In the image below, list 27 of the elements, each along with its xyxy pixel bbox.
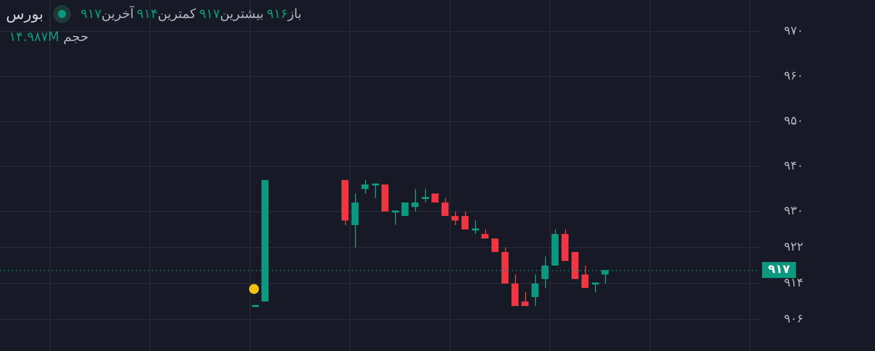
y-tick-label: ۹۴۰ bbox=[784, 158, 804, 173]
annotation: کمترین۹۱۴ bbox=[136, 6, 196, 22]
candlestick bbox=[412, 188, 418, 212]
y-tick-label: ۹۶۰ bbox=[784, 68, 804, 83]
candlestick bbox=[352, 193, 358, 248]
y-tick-label: ۹۰۶ bbox=[784, 312, 804, 326]
candlestick bbox=[402, 202, 408, 216]
candlestick bbox=[452, 211, 458, 226]
candlestick bbox=[362, 180, 368, 194]
ref-line-label: ۹۱۷ bbox=[768, 262, 791, 276]
candlestick bbox=[582, 265, 588, 288]
candlestick bbox=[512, 274, 518, 306]
candlestick bbox=[462, 211, 468, 230]
chart-title: بورس bbox=[6, 5, 44, 23]
y-tick-label: ۹۳۰ bbox=[784, 204, 804, 218]
candlestick bbox=[532, 274, 538, 306]
y-tick-label: ۹۵۰ bbox=[784, 114, 804, 128]
y-tick-label: ۹۲۲ bbox=[784, 240, 804, 254]
annotation: بیشترین۹۱۷ bbox=[199, 6, 264, 22]
y-tick-label: ۹۷۰ bbox=[784, 24, 804, 38]
candlestick bbox=[442, 198, 448, 216]
y-tick-label: ۹۱۴ bbox=[784, 276, 804, 290]
annotation: آخرین۹۱۷ bbox=[80, 6, 134, 22]
candlestick bbox=[522, 292, 528, 306]
annotation: باز۹۱۶ bbox=[266, 6, 302, 22]
candlestick bbox=[492, 238, 498, 252]
annotation: حجم ۱۴.۹۸۷M bbox=[9, 30, 88, 45]
